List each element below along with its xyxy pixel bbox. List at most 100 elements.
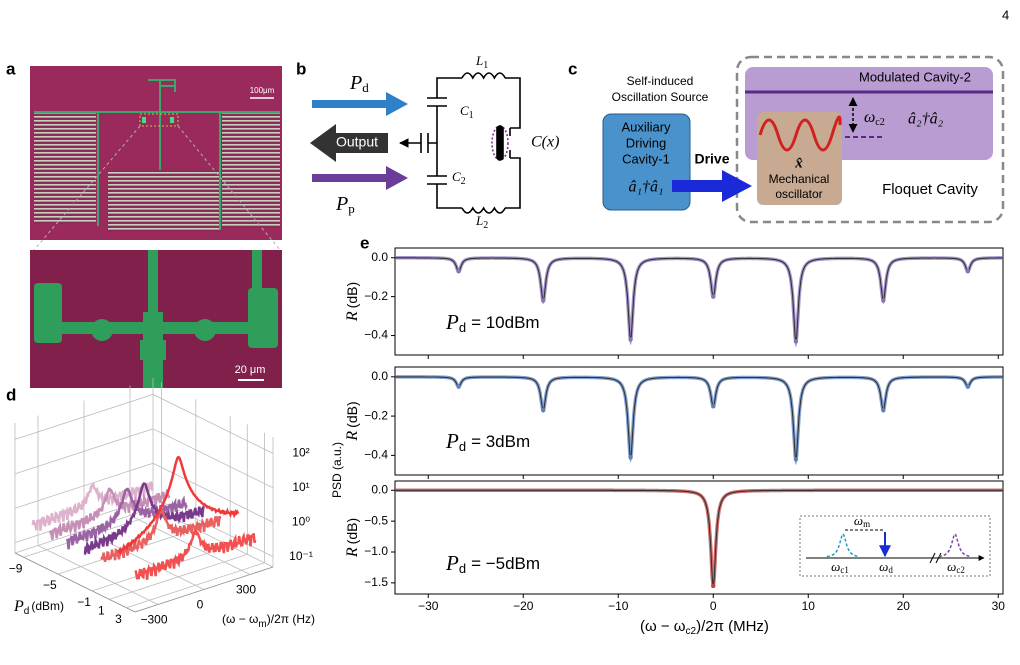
panel-label: d — [6, 385, 16, 404]
aux-label: Cavity-1 — [622, 151, 670, 166]
axis-edge — [14, 552, 136, 613]
y-tick-label: −1.5 — [364, 575, 388, 589]
y-tick-label: 0.0 — [371, 369, 388, 383]
annotation-sub: d — [459, 561, 466, 576]
inset-label-main: ω — [854, 513, 863, 528]
annotation-text: = −5dBm — [471, 554, 540, 573]
inset-label: ωd — [879, 559, 893, 575]
y-axis-label: R (dB) — [344, 518, 361, 558]
annotation-sub: d — [459, 320, 466, 335]
aux-label: Auxiliary — [621, 119, 671, 134]
circuit — [400, 72, 521, 214]
mech-label: oscillator — [775, 187, 822, 201]
x-tick-label: 0 — [710, 599, 717, 613]
y-axis-label-var: R — [344, 547, 361, 558]
inset-label: ωc1 — [831, 559, 849, 575]
z-tick-label: 10⁰ — [292, 514, 310, 528]
fit-curve — [395, 489, 1003, 587]
plot-frame — [394, 247, 1004, 356]
c2-label: C2 — [452, 169, 466, 187]
z-tick-label: 10² — [292, 446, 309, 460]
grid-line — [14, 462, 154, 509]
x-tick-label: −10 — [608, 599, 629, 613]
x-operator: x̂ — [794, 155, 803, 171]
inset-label-sub: d — [888, 565, 893, 575]
z-tick-label: 10⁻¹ — [289, 549, 313, 563]
l2-label: L2 — [475, 213, 488, 231]
cx-label: C(x) — [531, 134, 559, 151]
x-tick-label: −9 — [9, 561, 23, 575]
y-axis-label: R (dB) — [344, 282, 361, 322]
page-number: 4 — [1002, 7, 1009, 22]
psd-curve — [83, 482, 205, 556]
annotation-var: P — [445, 551, 459, 575]
y-tick-label: 300 — [236, 583, 256, 597]
y-tick-label: −0.4 — [364, 448, 388, 462]
psd-curve — [31, 481, 154, 531]
drive-label: Drive — [694, 151, 729, 167]
y-axis-label-unit: (dB) — [344, 518, 360, 544]
panel-label: b — [296, 59, 306, 78]
y-tick-label: −0.2 — [364, 289, 388, 303]
hz-axis-label: (ω − ωm)/2π (Hz) — [222, 612, 315, 629]
grid-line — [152, 394, 274, 454]
annotation-var: P — [445, 310, 459, 334]
plot-frame — [394, 366, 1004, 476]
micrograph-top — [30, 66, 282, 251]
grid-line — [37, 545, 159, 605]
output-label: Output — [336, 134, 378, 150]
scale-label: 100μm — [250, 86, 275, 95]
c1-label: C1 — [460, 103, 474, 121]
y-tick-label: −0.2 — [364, 408, 388, 422]
probe-arrow — [312, 166, 408, 190]
y-axis-label-unit: (dB) — [344, 282, 360, 308]
source-label: Self-induced — [627, 74, 694, 88]
micrograph-bottom — [30, 250, 282, 388]
inset-break — [929, 552, 942, 564]
x-tick-label: 30 — [992, 599, 1006, 613]
y-tick-label: 0.0 — [371, 482, 388, 496]
dip-point — [711, 294, 716, 299]
annotation-text: = 3dBm — [471, 432, 530, 451]
dip-point — [793, 457, 799, 462]
panel-label: e — [360, 233, 369, 252]
inset-label: ωm — [854, 513, 870, 529]
grid-line — [14, 394, 154, 440]
y-axis-label-var: R — [344, 311, 361, 322]
power-annotation: Pd = 3dBm — [445, 429, 530, 455]
y-tick-label: −0.5 — [364, 513, 388, 527]
x-tick-label: −5 — [43, 578, 57, 592]
floquet-box — [735, 55, 1005, 224]
power-annotation: Pd = −5dBm — [445, 551, 540, 577]
dip-point — [628, 337, 633, 342]
annotation-sub: d — [459, 439, 466, 454]
dip-point — [965, 384, 971, 389]
y-tick-label: −0.4 — [364, 328, 388, 342]
aux-operator: â₁†â₁ — [628, 179, 663, 196]
x-tick-label: 10 — [802, 599, 816, 613]
fit-curve — [395, 257, 1003, 344]
pd-axis-label: Pd (dBm) — [13, 598, 64, 617]
dip-point — [541, 298, 546, 303]
scale-label: 20 μm — [235, 364, 266, 376]
y-tick-label: −1.0 — [364, 544, 388, 558]
dip-point — [628, 455, 633, 460]
inset-peak — [826, 532, 860, 558]
dip-point — [881, 298, 886, 303]
dip-point — [456, 269, 461, 274]
aux-label: Driving — [626, 135, 666, 150]
x-tick-label: −1 — [77, 595, 91, 609]
panel-label: a — [6, 59, 16, 78]
cavity2-operator: â₂†â₂ — [908, 111, 944, 128]
y-tick-label: 0 — [197, 598, 204, 612]
z-tick-label: 10¹ — [292, 480, 309, 494]
dip-point — [456, 384, 461, 389]
dip-point — [793, 339, 799, 344]
mech-label: Mechanical — [769, 172, 830, 186]
grid-line — [152, 428, 274, 489]
inset-label-sub: m — [863, 519, 870, 529]
inset-peak — [938, 532, 972, 558]
oscillation — [758, 115, 842, 152]
drive-power: Pd — [349, 72, 369, 95]
